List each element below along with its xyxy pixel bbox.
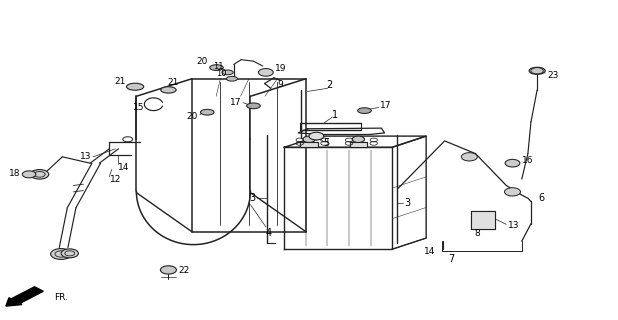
Text: 5: 5 [323,138,329,148]
Text: 4: 4 [266,228,272,238]
Text: 18: 18 [9,169,20,178]
Text: 14: 14 [118,163,129,172]
Text: 20: 20 [196,57,207,66]
Ellipse shape [529,67,545,74]
Text: 11: 11 [213,62,224,71]
Circle shape [461,153,477,161]
Text: 10: 10 [216,68,227,77]
Text: 19: 19 [275,64,287,73]
Text: 3: 3 [249,193,255,203]
Circle shape [352,136,365,142]
Text: 17: 17 [380,101,391,110]
Text: 9: 9 [277,80,282,89]
Ellipse shape [210,65,223,70]
Text: 17: 17 [230,98,241,107]
Circle shape [22,171,36,178]
Text: 8: 8 [474,229,480,238]
Text: 1: 1 [332,110,339,120]
Circle shape [505,159,520,167]
Text: 21: 21 [114,77,125,86]
Bar [350,141,367,147]
Text: FR.: FR. [54,293,68,302]
Circle shape [309,132,324,140]
Ellipse shape [127,83,144,90]
Text: 23: 23 [547,71,559,80]
Text: 21: 21 [168,78,179,87]
Text: 14: 14 [424,247,436,256]
Circle shape [161,266,176,274]
Circle shape [303,136,315,142]
Ellipse shape [226,76,237,81]
Circle shape [61,249,78,258]
Text: 6: 6 [538,193,544,203]
Ellipse shape [161,87,176,93]
Bar [470,211,495,228]
Text: 15: 15 [133,103,145,112]
Text: 2: 2 [326,80,332,90]
FancyArrow shape [6,287,43,306]
Ellipse shape [222,70,233,75]
Bar [300,141,318,147]
Circle shape [258,68,273,76]
Text: 13: 13 [507,221,519,230]
Text: 3: 3 [405,198,411,208]
Circle shape [504,188,520,196]
Ellipse shape [247,103,260,109]
Circle shape [30,170,49,179]
Circle shape [51,249,72,260]
Ellipse shape [200,109,214,115]
Text: 22: 22 [178,266,190,276]
Text: 13: 13 [80,152,92,161]
Text: 20: 20 [187,112,198,121]
Text: 7: 7 [447,254,454,264]
Text: 12: 12 [111,175,122,184]
Ellipse shape [358,108,371,114]
Text: 16: 16 [522,156,533,165]
